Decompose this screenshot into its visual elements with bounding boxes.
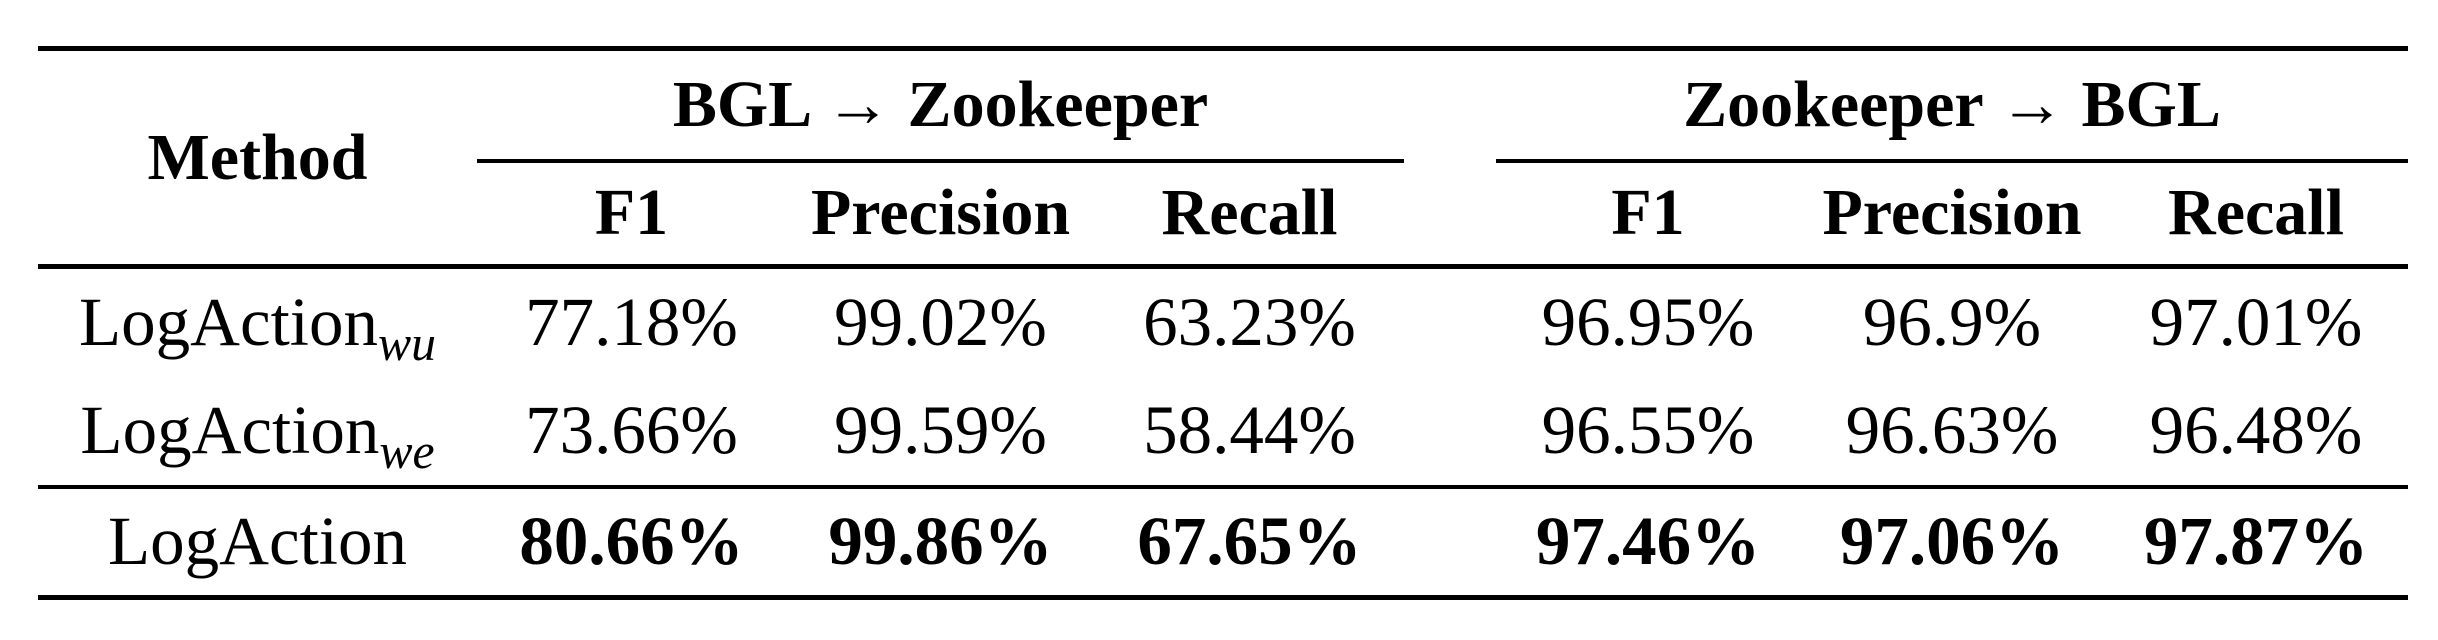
- results-table: Method BGL → Zookeeper Zookeeper → BGL F…: [38, 46, 2408, 600]
- cell-bgl-zk-f1: 73.66%: [525, 392, 738, 468]
- cell-zk-bgl-precision: 97.06%: [1800, 484, 2104, 598]
- method-name: LogAction: [108, 503, 407, 580]
- cell-zk-bgl-recall: 96.48%: [2149, 392, 2363, 468]
- method-name: LogAction: [80, 392, 380, 468]
- cell-bgl-zk-recall: 58.44%: [1143, 392, 1356, 468]
- col-group-bgl-to-zookeeper: BGL → Zookeeper: [477, 48, 1404, 163]
- cell-zk-bgl-precision: 96.9%: [1862, 284, 2042, 361]
- group-gap: [1404, 49, 1496, 161]
- cell-bgl-zk-precision: 99.59%: [834, 392, 1047, 468]
- cell-zk-bgl-recall: 97.01%: [2149, 284, 2363, 361]
- cell-zk-bgl-recall: 97.87%: [2104, 484, 2408, 598]
- method-subscript: we: [379, 423, 435, 479]
- results-table-figure: Method BGL → Zookeeper Zookeeper → BGL F…: [38, 46, 2408, 600]
- group-gap: [1404, 160, 1496, 269]
- cell-bgl-zk-recall: 67.65%: [1095, 484, 1404, 598]
- cell-zk-bgl-f1: 96.55%: [1541, 392, 1755, 468]
- method-cell: LogActionwe: [38, 377, 477, 487]
- cell-bgl-zk-f1: 80.66%: [477, 484, 786, 598]
- column-gap: [1404, 377, 1496, 487]
- header-metric-row: F1 Precision Recall F1 Precision Recall: [38, 160, 2408, 269]
- table-row-logaction-wu: LogActionwu 77.18% 99.02% 63.23% 96.95% …: [38, 267, 2408, 377]
- cell-zk-bgl-precision: 96.63%: [1845, 392, 2059, 468]
- method-subscript: wu: [377, 316, 436, 372]
- col-header-f1-right: F1: [1496, 160, 1800, 269]
- method-name: LogAction: [79, 284, 378, 361]
- table-row-logaction-we: LogActionwe 73.66% 99.59% 58.44% 96.55% …: [38, 377, 2408, 487]
- cell-bgl-zk-precision: 99.02%: [834, 284, 1047, 361]
- cell-bgl-zk-f1: 77.18%: [525, 284, 738, 361]
- method-cell: LogActionwu: [38, 267, 477, 377]
- cell-bgl-zk-recall: 63.23%: [1143, 284, 1356, 361]
- col-header-precision-right: Precision: [1800, 160, 2104, 269]
- col-group-zookeeper-to-bgl: Zookeeper → BGL: [1496, 48, 2408, 163]
- table-row-logaction: LogAction 80.66% 99.86% 67.65% 97.46% 97…: [38, 484, 2408, 598]
- column-gap: [1404, 267, 1496, 377]
- cell-bgl-zk-precision: 99.86%: [786, 484, 1095, 598]
- method-cell: LogAction: [38, 484, 477, 598]
- cell-zk-bgl-f1: 96.95%: [1541, 284, 1755, 361]
- col-header-precision-left: Precision: [786, 160, 1095, 269]
- col-header-method: Method: [38, 48, 477, 269]
- cell-zk-bgl-f1: 97.46%: [1496, 484, 1800, 598]
- col-header-f1-left: F1: [477, 160, 786, 269]
- col-header-recall-right: Recall: [2104, 160, 2408, 269]
- col-header-recall-left: Recall: [1095, 160, 1404, 269]
- column-gap: [1404, 484, 1496, 598]
- header-group-row: Method BGL → Zookeeper Zookeeper → BGL: [38, 48, 2408, 269]
